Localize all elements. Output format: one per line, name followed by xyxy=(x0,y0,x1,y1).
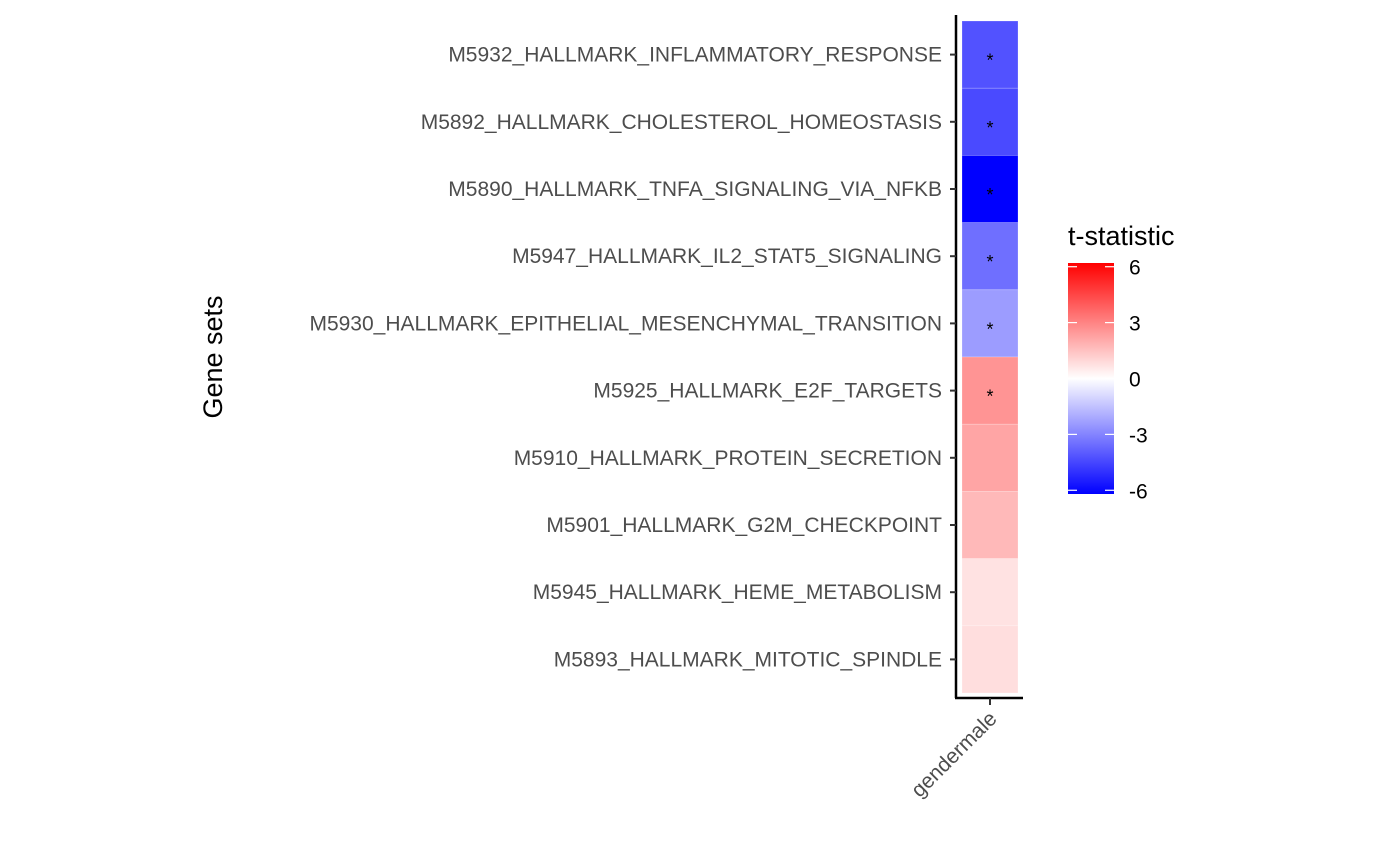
significance-mark: * xyxy=(986,118,993,138)
y-axis-ticks: M5932_HALLMARK_INFLAMMATORY_RESPONSE M589… xyxy=(309,44,956,671)
heatmap-cell xyxy=(961,20,1019,89)
significance-mark: * xyxy=(986,387,993,407)
heatmap-cell xyxy=(961,423,1019,492)
y-tick-label: M5932_HALLMARK_INFLAMMATORY_RESPONSE xyxy=(448,44,942,67)
y-tick-label: M5925_HALLMARK_E2F_TARGETS xyxy=(593,380,942,403)
heatmap-cell xyxy=(961,491,1019,559)
legend-tick-label: 0 xyxy=(1129,369,1141,392)
heatmap-cell xyxy=(961,289,1019,358)
legend-tick-label: 3 xyxy=(1129,313,1141,336)
y-tick-label: M5910_HALLMARK_PROTEIN_SECRETION xyxy=(514,447,942,470)
heatmap-cell xyxy=(961,625,1019,694)
significance-mark: * xyxy=(986,185,993,205)
legend-title: t-statistic xyxy=(1068,221,1175,251)
y-tick-label: M5890_HALLMARK_TNFA_SIGNALING_VIA_NFKB xyxy=(448,178,942,201)
y-tick-label: M5947_HALLMARK_IL2_STAT5_SIGNALING xyxy=(512,245,942,268)
legend-tick-label: -3 xyxy=(1129,424,1148,447)
legend-ticks: 6 3 0 -3 -6 xyxy=(1068,257,1148,503)
significance-mark: * xyxy=(986,319,993,339)
heatmap-cell xyxy=(961,356,1019,425)
y-tick-label: M5930_HALLMARK_EPITHELIAL_MESENCHYMAL_TR… xyxy=(309,312,942,335)
significance-marks: * * * * * * xyxy=(986,51,993,407)
heatmap-cell xyxy=(961,155,1019,223)
y-axis-title: Gene sets xyxy=(198,295,228,418)
y-tick-label: M5945_HALLMARK_HEME_METABOLISM xyxy=(533,581,942,604)
heatmap-cell xyxy=(961,558,1019,627)
y-tick-label: M5892_HALLMARK_CHOLESTEROL_HOMEOSTASIS xyxy=(421,111,942,134)
y-tick-label: M5893_HALLMARK_MITOTIC_SPINDLE xyxy=(554,648,942,671)
heatmap-cells xyxy=(961,20,1019,694)
x-tick-label: gendermale xyxy=(907,707,1002,802)
legend-tick-label: -6 xyxy=(1129,480,1148,503)
significance-mark: * xyxy=(986,252,993,272)
legend: t-statistic 6 3 0 -3 -6 xyxy=(1068,221,1175,503)
x-axis-ticks: gendermale xyxy=(907,698,1002,802)
y-tick-label: M5901_HALLMARK_G2M_CHECKPOINT xyxy=(546,514,942,537)
heatmap-cell xyxy=(961,222,1019,291)
heatmap-cell xyxy=(961,87,1019,156)
significance-mark: * xyxy=(986,51,993,71)
legend-tick-label: 6 xyxy=(1129,257,1141,280)
